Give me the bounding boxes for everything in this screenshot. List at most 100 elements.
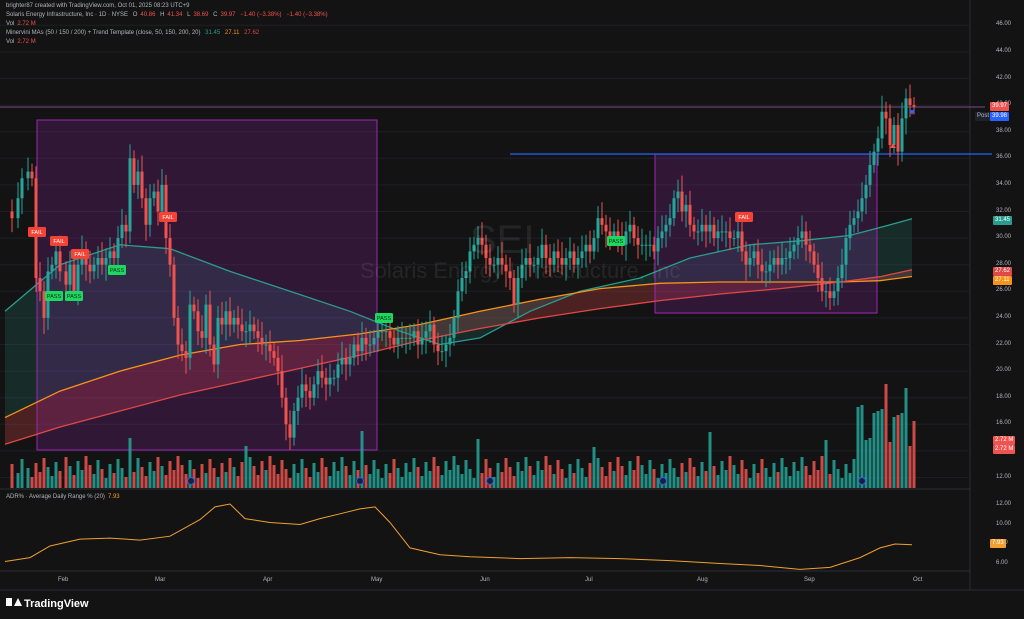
volume-bar — [564, 478, 568, 488]
volume-bar — [104, 478, 108, 488]
candle-body — [508, 271, 512, 278]
tradingview-logo-icon — [6, 598, 22, 606]
volume-bar — [172, 470, 176, 488]
volume-bar — [684, 472, 688, 488]
candle-body — [248, 324, 252, 332]
adr-axis-tick: 12.00 — [996, 501, 1012, 507]
candle-body — [912, 105, 916, 107]
signal-pass-label: PASS — [609, 239, 624, 245]
candle-body — [196, 311, 200, 332]
candle-body — [396, 337, 400, 345]
volume-tag-1: 2.72 M — [993, 436, 1016, 445]
volume-bar — [756, 473, 760, 488]
candle-body — [112, 251, 116, 259]
candle-body — [728, 231, 732, 239]
volume-bar — [844, 464, 848, 488]
volume-bar — [312, 463, 316, 488]
signal-pass-label: PASS — [377, 316, 392, 322]
volume-bar — [404, 463, 408, 488]
tradingview-logo[interactable]: TradingView — [6, 598, 89, 610]
volume-bar — [360, 431, 364, 488]
candle-body — [88, 264, 92, 272]
volume-bar — [64, 457, 68, 488]
candle-body — [152, 191, 156, 199]
volume-bar — [276, 474, 280, 488]
volume-bar — [140, 467, 144, 488]
candle-body — [296, 397, 300, 411]
volume-bar — [908, 446, 912, 488]
candle-body — [784, 258, 788, 260]
watermark-name: Solaris Energy Infrastructure, Inc — [360, 258, 681, 283]
candle-body — [832, 291, 836, 298]
volume-bar — [10, 464, 14, 488]
volume-bar — [34, 463, 38, 488]
indicator-label[interactable]: Minervini MAs (50 / 150 / 200) + Trend T… — [6, 30, 201, 36]
candle-body — [572, 251, 576, 265]
candle-body — [680, 191, 684, 212]
volume-bar — [824, 440, 828, 488]
volume-bar — [512, 476, 516, 488]
candle-body — [284, 397, 288, 425]
volume-bar — [352, 461, 356, 488]
volume-bar — [640, 465, 644, 488]
candle-body — [796, 238, 800, 245]
signal-pass-badge — [375, 313, 393, 323]
candle-body — [188, 304, 192, 358]
volume-bar — [408, 472, 412, 488]
volume-bar — [500, 472, 504, 488]
volume-bar — [236, 476, 240, 488]
candle-body — [516, 278, 520, 305]
candle-body — [128, 158, 132, 232]
volume-bar — [504, 458, 508, 488]
volume-bar — [216, 477, 220, 488]
adr-axis-tick: 10.00 — [996, 520, 1012, 527]
adr-label[interactable]: ADR% · Average Daily Range % (20) — [6, 494, 105, 500]
candle-body — [268, 344, 272, 352]
volume-bar — [164, 475, 168, 488]
candle-body — [472, 244, 476, 252]
candle-body — [640, 244, 644, 246]
candle-body — [552, 251, 556, 265]
candle-body — [564, 258, 568, 265]
volume-line: Vol 2.72 M — [6, 21, 36, 27]
candle-body — [312, 384, 316, 398]
volume-bar — [296, 473, 300, 488]
volume-bar — [592, 447, 596, 488]
volume-bar — [704, 471, 708, 488]
volume-bar — [804, 466, 808, 488]
candle-body — [344, 357, 348, 365]
candle-body — [276, 357, 280, 372]
volume-bar — [516, 462, 520, 488]
candle-body — [812, 251, 816, 265]
candle-body — [524, 258, 528, 265]
volume-bar — [896, 415, 900, 488]
symbol-line: Solaris Energy Infrastructure, Inc · 1D … — [6, 12, 328, 18]
volume-bar — [596, 458, 600, 488]
candle-body — [92, 264, 96, 272]
signal-fail-badge — [735, 212, 753, 222]
signal-fail-badge — [28, 227, 46, 237]
volume-bar — [288, 478, 292, 488]
volume-bar — [348, 475, 352, 488]
signal-fail-badge — [159, 212, 177, 222]
volume-bar — [840, 478, 844, 488]
symbol-name[interactable]: Solaris Energy Infrastructure, Inc · 1D … — [6, 12, 129, 18]
candle-body — [76, 264, 80, 292]
candle-body — [220, 317, 224, 325]
price-axis-tick: 26.00 — [996, 287, 1012, 294]
volume-bar — [148, 462, 152, 488]
volume-bar — [604, 476, 608, 488]
volume-bar — [240, 462, 244, 488]
volume-bar — [612, 471, 616, 488]
candle-body — [440, 351, 444, 353]
price-axis-tick: 16.00 — [996, 420, 1012, 427]
volume-bar — [700, 462, 704, 488]
volume-bar — [492, 477, 496, 488]
candle-body — [720, 231, 724, 233]
volume-bar — [324, 467, 328, 488]
candle-body — [332, 377, 336, 379]
price-axis-tick: 28.00 — [996, 260, 1012, 267]
candle-body — [892, 125, 896, 145]
candle-body — [652, 244, 656, 252]
